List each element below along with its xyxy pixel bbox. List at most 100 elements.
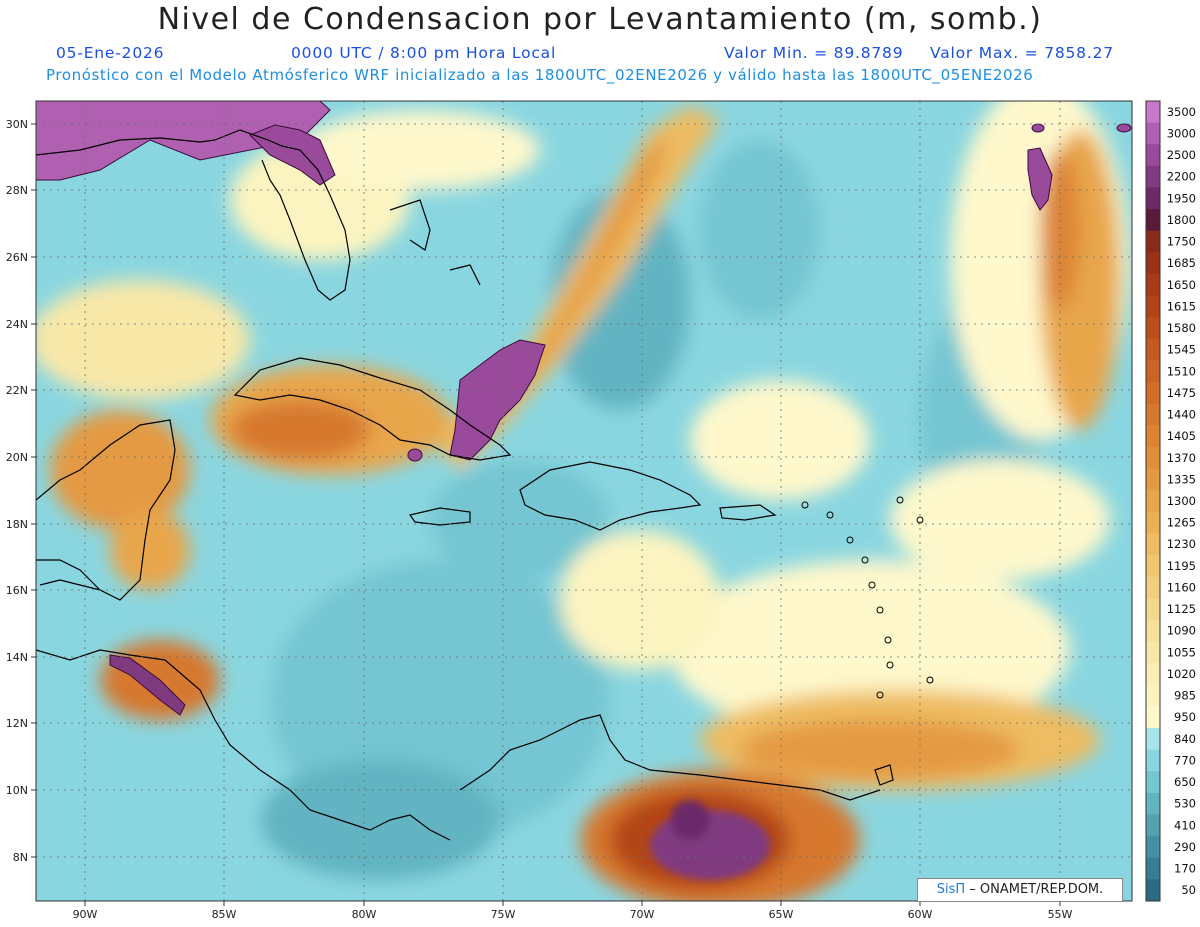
colorbar-swatch <box>1146 209 1160 232</box>
lat-tick-label: 12N <box>6 717 28 730</box>
lat-tick-label: 30N <box>6 118 28 131</box>
colorbar-swatch <box>1146 576 1160 599</box>
credit-text: – ONAMET/REP.DOM. <box>969 882 1104 897</box>
colorbar-swatch <box>1146 101 1160 124</box>
colorbar-swatch <box>1146 446 1160 470</box>
colorbar-label: 1685 <box>1167 256 1196 270</box>
grid <box>36 101 1132 901</box>
lat-tick-label: 18N <box>6 518 28 531</box>
colorbar-label: 840 <box>1174 732 1196 746</box>
colorbar-label: 2500 <box>1167 148 1196 162</box>
lon-tick-label: 90W <box>73 908 98 921</box>
colorbar-label: 1580 <box>1167 321 1196 335</box>
colorbar-label: 410 <box>1174 818 1196 832</box>
colorbar-label: 1615 <box>1167 299 1196 313</box>
colorbar-label: 290 <box>1174 840 1196 854</box>
model-subtitle: Pronóstico con el Modelo Atmósferico WRF… <box>46 66 1034 84</box>
colorbar-swatch <box>1146 230 1160 253</box>
colorbar-label: 1020 <box>1167 667 1196 681</box>
colorbar-swatch <box>1146 836 1160 859</box>
map-title: Nivel de Condensacion por Levantamiento … <box>157 2 1043 37</box>
forecast-time: 0000 UTC / 8:00 pm Hora Local <box>291 44 557 62</box>
colorbar-swatch <box>1146 360 1160 383</box>
lon-tick-label: 70W <box>630 908 655 921</box>
colorbar-swatch <box>1146 382 1160 405</box>
lat-tick-label: 14N <box>6 651 28 664</box>
colorbar-swatch <box>1146 295 1160 318</box>
lon-tick-label: 65W <box>769 908 794 921</box>
lesser-antilles <box>801 496 934 699</box>
colorbar-swatch <box>1146 555 1160 578</box>
colorbar-swatch <box>1146 857 1160 880</box>
colorbar-label: 1545 <box>1167 343 1196 357</box>
lat-tick-label: 16N <box>6 584 28 597</box>
colorbar-swatch <box>1146 598 1160 621</box>
lon-tick-label: 55W <box>1048 908 1073 921</box>
colorbar-swatch <box>1146 511 1160 534</box>
map-frame <box>35 100 1133 902</box>
colorbar-swatch <box>1146 122 1160 145</box>
colorbar: 3500 3000 2500 2200 1950 1800 1750 1685 1650 1615… <box>1145 100 1196 902</box>
colorbar-label: 650 <box>1174 775 1196 789</box>
colorbar-swatch <box>1146 879 1160 902</box>
colorbar-label: 1405 <box>1167 429 1196 443</box>
colorbar-swatch <box>1146 317 1160 340</box>
colorbar-label: 1950 <box>1167 191 1196 205</box>
colorbar-swatch <box>1146 814 1160 837</box>
colorbar-label: 1750 <box>1167 235 1196 249</box>
lon-tick-label: 60W <box>908 908 933 921</box>
colorbar-swatch <box>1146 771 1160 794</box>
colorbar-swatch <box>1146 706 1160 729</box>
purple-region-bahamas <box>449 339 546 461</box>
latitude-axis: 30N 28N 26N 24N 22N 20N 18N 16N 14N 12N … <box>6 118 36 864</box>
colorbar-swatch <box>1146 338 1160 361</box>
colorbar-swatch <box>1146 273 1160 297</box>
colorbar-label: 950 <box>1174 710 1196 724</box>
colorbar-swatch <box>1146 425 1160 448</box>
colorbar-swatch <box>1146 468 1160 491</box>
colorbar-swatch <box>1146 749 1160 772</box>
lat-label: 30N <box>6 118 36 131</box>
colorbar-label: 530 <box>1174 797 1196 811</box>
colorbar-label: 1650 <box>1167 278 1196 292</box>
colorbar-swatch <box>1146 490 1160 513</box>
colorbar-label: 1055 <box>1167 645 1196 659</box>
colorbar-swatch <box>1146 684 1160 707</box>
colorbar-label: 1125 <box>1167 602 1196 616</box>
value-max: Valor Max. = 7858.27 <box>930 44 1114 62</box>
colorbar-swatch <box>1146 187 1160 210</box>
colorbar-label: 1160 <box>1167 580 1196 594</box>
colorbar-label: 2200 <box>1167 170 1196 184</box>
colorbar-label: 1475 <box>1167 386 1196 400</box>
forecast-date: 05-Ene-2026 <box>56 44 165 62</box>
colorbar-label: 1230 <box>1167 537 1196 551</box>
colorbar-label: 3500 <box>1167 105 1196 119</box>
colorbar-label: 1300 <box>1167 494 1196 508</box>
colorbar-swatch <box>1146 619 1160 643</box>
colorbar-label: 1440 <box>1167 408 1196 422</box>
colorbar-swatch <box>1146 533 1160 556</box>
colorbar-frame <box>1145 100 1161 902</box>
colorbar-label: 1800 <box>1167 213 1196 227</box>
field-layer <box>36 101 1132 901</box>
colorbar-swatch <box>1146 403 1160 426</box>
colorbar-swatch <box>1146 165 1160 188</box>
credit-box: SisΠ – ONAMET/REP.DOM. <box>917 878 1123 902</box>
colorbar-label: 985 <box>1174 689 1196 703</box>
longitude-axis: 90W 85W 80W 75W 70W 65W 60W 55W <box>73 901 1073 921</box>
lat-tick-label: 22N <box>6 384 28 397</box>
sistema-brand: SisΠ <box>936 882 966 897</box>
colorbar-label: 3000 <box>1167 126 1196 140</box>
colorbar-swatch <box>1146 792 1160 816</box>
colorbar-swatch <box>1146 252 1160 275</box>
colorbar-label: 1090 <box>1167 624 1196 638</box>
colorbar-label: 1335 <box>1167 472 1196 486</box>
colorbar-label: 1510 <box>1167 364 1196 378</box>
lat-tick-label: 28N <box>6 184 28 197</box>
lat-tick-label: 24N <box>6 318 28 331</box>
colorbar-label: 50 <box>1181 883 1196 897</box>
colorbar-swatch <box>1146 728 1160 751</box>
colorbar-label: 170 <box>1174 862 1196 876</box>
colorbar-label: 1370 <box>1167 451 1196 465</box>
